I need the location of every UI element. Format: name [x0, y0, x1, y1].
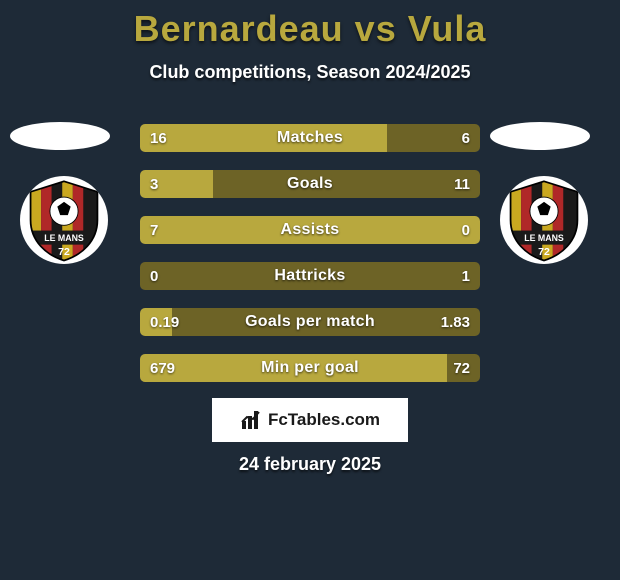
bar-segment-left — [140, 124, 387, 152]
stat-row: 311Goals — [140, 170, 480, 198]
bar-value-left: 7 — [140, 216, 168, 244]
bar-segment-left — [140, 354, 447, 382]
bar-segment-left — [140, 216, 480, 244]
svg-text:LE MANS: LE MANS — [44, 233, 84, 243]
brand-text: FcTables.com — [268, 410, 380, 430]
brand-box: FcTables.com — [212, 398, 408, 442]
club-badge-left: LE MANS 72 — [20, 176, 108, 264]
bar-value-left: 3 — [140, 170, 168, 198]
svg-text:LE MANS: LE MANS — [524, 233, 564, 243]
bar-value-right: 6 — [452, 124, 480, 152]
club-badge-right: LE MANS 72 — [500, 176, 588, 264]
stat-row: 01Hattricks — [140, 262, 480, 290]
bar-segment-right — [140, 262, 480, 290]
bar-value-right: 72 — [443, 354, 480, 382]
bar-segment-right — [213, 170, 480, 198]
bar-value-left: 679 — [140, 354, 185, 382]
bar-value-left: 16 — [140, 124, 177, 152]
date-text: 24 february 2025 — [0, 454, 620, 475]
subtitle: Club competitions, Season 2024/2025 — [0, 62, 620, 83]
svg-text:72: 72 — [58, 246, 70, 258]
player-oval-right — [490, 122, 590, 150]
bar-value-right: 1.83 — [431, 308, 480, 336]
stat-row: 70Assists — [140, 216, 480, 244]
bar-value-left: 0.19 — [140, 308, 189, 336]
player-oval-left — [10, 122, 110, 150]
page-title: Bernardeau vs Vula — [0, 8, 620, 50]
bar-value-right: 1 — [452, 262, 480, 290]
bar-value-right: 0 — [452, 216, 480, 244]
stat-row: 67972Min per goal — [140, 354, 480, 382]
stat-row: 166Matches — [140, 124, 480, 152]
comparison-bars: 166Matches311Goals70Assists01Hattricks0.… — [140, 124, 480, 400]
bar-value-right: 11 — [444, 170, 480, 198]
stat-row: 0.191.83Goals per match — [140, 308, 480, 336]
svg-text:72: 72 — [538, 246, 550, 258]
brand-chart-icon — [240, 409, 262, 431]
bar-value-left: 0 — [140, 262, 168, 290]
